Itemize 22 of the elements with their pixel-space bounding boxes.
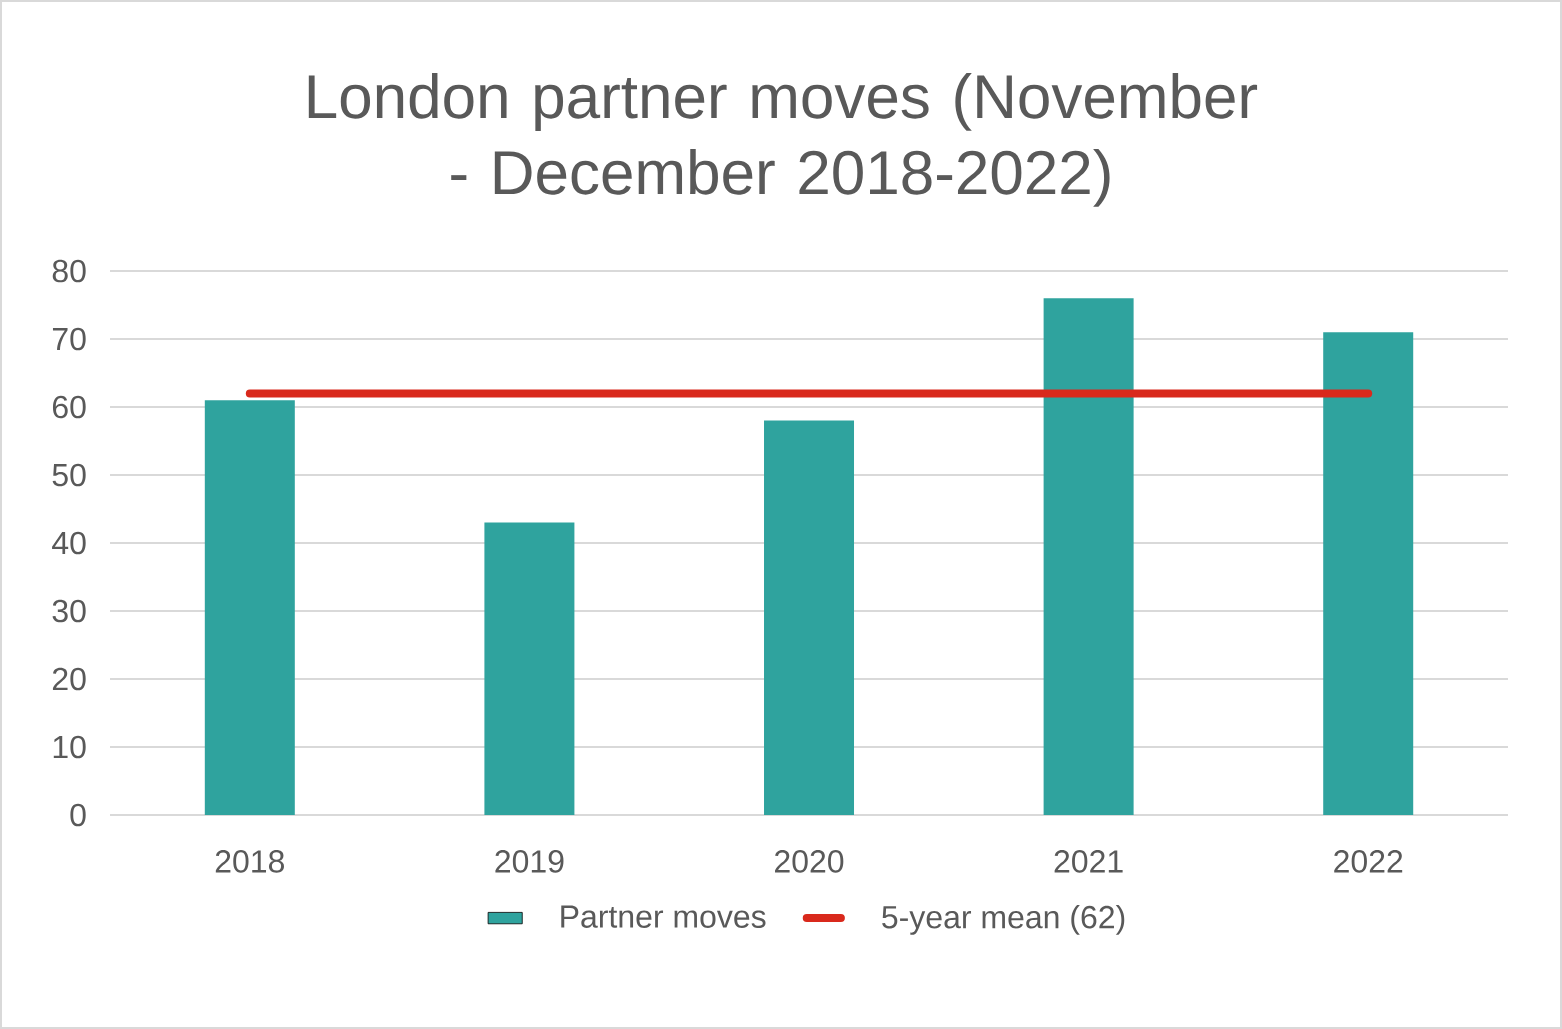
x-tick-label: 2020 [775,850,844,873]
chart-title: London partner moves (November - December 2018-2022) [308,73,1258,207]
y-tick-label: 50 [52,463,86,487]
legend-label: Partner moves [561,905,766,928]
bar [764,420,855,815]
bar [1043,298,1134,815]
y-tick-label: 30 [52,599,86,623]
y-tick-label: 0 [70,803,86,827]
bar [204,400,295,815]
x-tick-label: 2019 [495,850,564,873]
x-tick-label: 2021 [1054,850,1123,873]
x-tick-label: 2022 [1334,850,1403,873]
y-tick-label: 70 [52,327,86,351]
bar [1323,332,1414,815]
x-tick-label: 2018 [215,850,284,873]
legend-label: 5-year mean (62) [882,905,1125,935]
bar [484,522,575,815]
y-tick-label: 60 [52,395,86,419]
y-tick-label: 80 [52,259,86,283]
y-tick-label: 20 [52,667,86,691]
y-tick-label: 40 [52,531,86,555]
y-tick-label: 10 [53,735,86,759]
